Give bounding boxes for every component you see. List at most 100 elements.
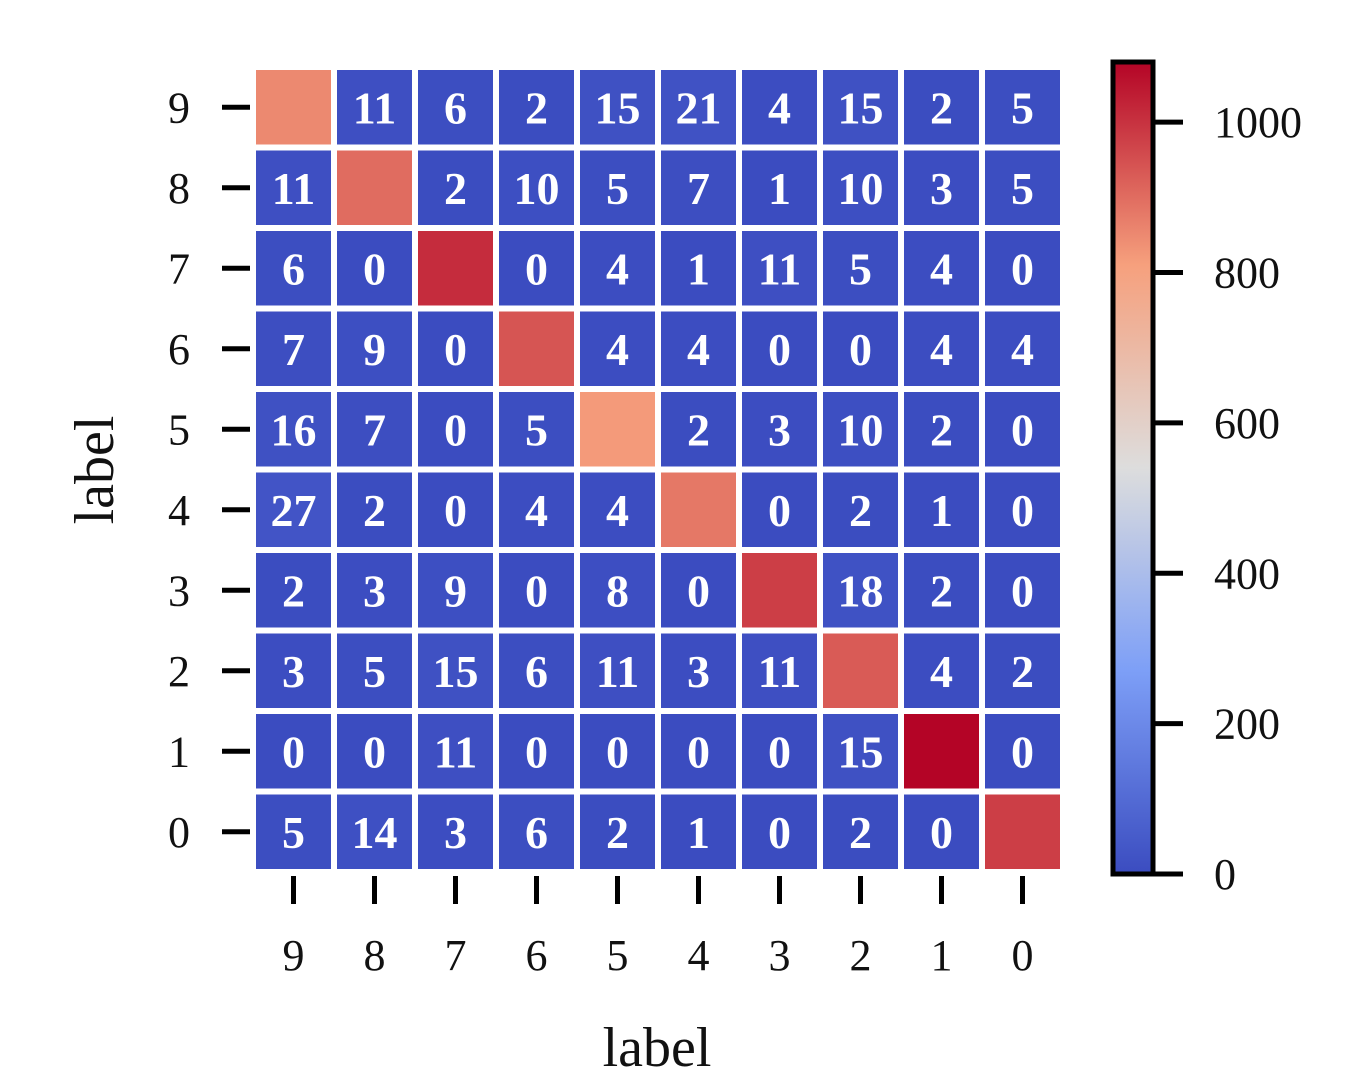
heatmap-cell-r7-c1 — [904, 231, 979, 306]
cell-value-label: 14 — [352, 807, 398, 858]
cell-value-label: 1 — [930, 485, 953, 536]
heatmap-cell-r1-c6 — [499, 714, 574, 789]
heatmap-cell-r2-c0 — [985, 633, 1060, 708]
y-axis: 9 8 7 6 5 4 3 2 1 0 — [168, 83, 250, 857]
heatmap-cell-r1-c2 — [823, 714, 898, 789]
y-tick-label: 4 — [168, 486, 190, 535]
heatmap-cell-r7-c3 — [742, 231, 817, 306]
cell-value-label: 3 — [282, 646, 305, 697]
heatmap-cell-r6-c5 — [580, 311, 655, 386]
cell-value-label: 0 — [444, 404, 467, 455]
cell-value-label: 1 — [687, 243, 710, 294]
heatmap-cell-r2-c1 — [904, 633, 979, 708]
heatmap-cell-r3-c4 — [661, 553, 736, 628]
heatmap-cell-r5-c9 — [256, 392, 331, 467]
cell-value-label: 5 — [282, 807, 305, 858]
x-tick-label: 2 — [850, 931, 872, 980]
y-tick-label: 5 — [168, 405, 190, 454]
cell-value-label: 0 — [687, 726, 710, 777]
cell-value-label: 0 — [768, 485, 791, 536]
heatmap-cell-r9-c1 — [904, 70, 979, 145]
cell-value-label: 11 — [758, 243, 801, 294]
colorbar-tick-label: 1000 — [1214, 98, 1302, 147]
cell-value-label: 15 — [838, 726, 884, 777]
cell-value-label: 4 — [525, 485, 548, 536]
heatmap-cell-r8-c2 — [823, 150, 898, 225]
heatmap-cell-r9-c5 — [580, 70, 655, 145]
heatmap-cell-r6-c6 — [499, 311, 574, 386]
heatmap-cell-r0-c2 — [823, 794, 898, 869]
heatmap-cell-r1-c9 — [256, 714, 331, 789]
cell-value-label: 3 — [930, 163, 953, 214]
heatmap-cell-r3-c7 — [418, 553, 493, 628]
colorbar-frame — [1110, 59, 1156, 877]
heatmap-cell-r7-c8 — [337, 231, 412, 306]
heatmap-cell-r7-c6 — [499, 231, 574, 306]
x-tick-label: 6 — [526, 931, 548, 980]
heatmap-cell-r9-c0 — [985, 70, 1060, 145]
x-tick-label: 4 — [688, 931, 710, 980]
heatmap-cell-r2-c4 — [661, 633, 736, 708]
cell-value-label: 4 — [930, 646, 953, 697]
cell-value-label: 4 — [687, 324, 710, 375]
heatmap-cell-r2-c5 — [580, 633, 655, 708]
cell-value-label: 10 — [838, 163, 884, 214]
cell-value-label: 0 — [444, 324, 467, 375]
heatmap-cell-r7-c2 — [823, 231, 898, 306]
cell-value-label: 6 — [525, 807, 548, 858]
cell-value-label: 2 — [930, 82, 953, 133]
cell-value-label: 7 — [282, 324, 305, 375]
heatmap-cell-r0-c6 — [499, 794, 574, 869]
cell-value-label: 21 — [676, 82, 722, 133]
cell-value-label: 3 — [687, 646, 710, 697]
heatmap-cell-r1-c4 — [661, 714, 736, 789]
heatmap-cell-r9-c3 — [742, 70, 817, 145]
cell-value-label: 1 — [768, 163, 791, 214]
y-axis-title: label — [64, 416, 126, 525]
heatmap-cell-r0-c9 — [256, 794, 331, 869]
cell-value-label: 4 — [930, 243, 953, 294]
heatmap-cells: 11 6 2 15 21 4 15 2 511 2 10 5 7 1 10 3 56 0 0 4 1 11 5 4 07 9 0 4 4… — [256, 70, 1060, 869]
heatmap-cell-r2-c2 — [823, 633, 898, 708]
heatmap-cell-r4-c5 — [580, 472, 655, 547]
cell-value-label: 9 — [444, 565, 467, 616]
heatmap-cell-r8-c9 — [256, 150, 331, 225]
colorbar-tick-label: 400 — [1214, 549, 1280, 598]
cell-value-label: 2 — [606, 807, 629, 858]
cell-value-label: 2 — [930, 404, 953, 455]
cell-value-label: 4 — [1011, 324, 1034, 375]
cell-value-label: 11 — [272, 163, 315, 214]
x-tick-label: 9 — [283, 931, 305, 980]
heatmap-cell-r7-c0 — [985, 231, 1060, 306]
heatmap-cell-r3-c5 — [580, 553, 655, 628]
cell-value-label: 0 — [282, 726, 305, 777]
heatmap-cell-r4-c1 — [904, 472, 979, 547]
heatmap-cell-r5-c1 — [904, 392, 979, 467]
cell-value-label: 0 — [444, 485, 467, 536]
cell-value-label: 6 — [444, 82, 467, 133]
cell-value-label: 2 — [1011, 646, 1034, 697]
cell-value-label: 15 — [433, 646, 479, 697]
colorbar-gradient — [1113, 62, 1153, 874]
heatmap-cell-r0-c1 — [904, 794, 979, 869]
heatmap-cell-r8-c1 — [904, 150, 979, 225]
cell-value-label: 0 — [363, 243, 386, 294]
heatmap-cell-r4-c2 — [823, 472, 898, 547]
heatmap-cell-r6-c2 — [823, 311, 898, 386]
cell-value-label: 4 — [930, 324, 953, 375]
cell-value-label: 10 — [838, 404, 884, 455]
heatmap-cell-r2-c8 — [337, 633, 412, 708]
heatmap-cell-r9-c7 — [418, 70, 493, 145]
cell-value-label: 0 — [687, 565, 710, 616]
cell-value-label: 0 — [930, 807, 953, 858]
heatmap-cell-r6-c1 — [904, 311, 979, 386]
heatmap-cell-r0-c7 — [418, 794, 493, 869]
cell-value-label: 1 — [687, 807, 710, 858]
heatmap-cell-r1-c1 — [904, 714, 979, 789]
heatmap-cell-r6-c9 — [256, 311, 331, 386]
cell-value-label: 5 — [1011, 163, 1034, 214]
cell-value-label: 11 — [353, 82, 396, 133]
cell-value-label: 7 — [687, 163, 710, 214]
y-tick-label: 6 — [168, 325, 190, 374]
cell-value-label: 2 — [282, 565, 305, 616]
